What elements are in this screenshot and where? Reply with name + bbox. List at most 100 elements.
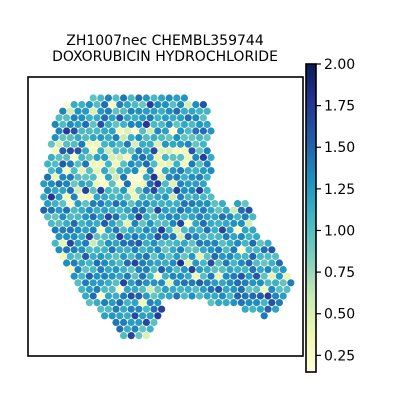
- heatmap-spot: [97, 94, 105, 102]
- heatmap-spot: [169, 206, 177, 214]
- colorbar: [305, 63, 317, 373]
- heatmap-spot: [199, 206, 207, 214]
- heatmap-spot: [101, 246, 109, 254]
- heatmap-spot: [146, 153, 154, 161]
- heatmap-spot: [226, 266, 234, 274]
- heatmap-spot: [177, 127, 185, 135]
- heatmap-spot: [234, 226, 242, 234]
- heatmap-spot: [142, 173, 150, 181]
- heatmap-spot: [165, 200, 173, 208]
- heatmap-spot: [74, 226, 82, 234]
- heatmap-spot: [165, 147, 173, 155]
- heatmap-spot: [97, 226, 105, 234]
- heatmap-spot: [192, 285, 200, 293]
- heatmap-spot: [82, 134, 90, 142]
- heatmap-spot: [101, 140, 109, 148]
- heatmap-spot: [127, 147, 135, 155]
- heatmap-spot: [116, 233, 124, 241]
- heatmap-spot: [74, 186, 82, 194]
- heatmap-spot: [245, 299, 253, 307]
- heatmap-spot: [184, 180, 192, 188]
- heatmap-spot: [177, 140, 185, 148]
- heatmap-spot: [82, 292, 90, 300]
- heatmap-spot: [116, 153, 124, 161]
- heatmap-spot: [180, 200, 188, 208]
- heatmap-spot: [230, 259, 238, 267]
- heatmap-spot: [192, 219, 200, 227]
- heatmap-spot: [241, 252, 249, 260]
- heatmap-spot: [93, 193, 101, 201]
- heatmap-spot: [44, 200, 52, 208]
- heatmap-spot: [63, 206, 71, 214]
- heatmap-spot: [85, 259, 93, 267]
- colorbar-tick-label: 2.00: [324, 57, 355, 73]
- heatmap-spot: [199, 127, 207, 135]
- heatmap-spot: [78, 272, 86, 280]
- heatmap-spot: [180, 120, 188, 128]
- heatmap-spot: [127, 332, 135, 340]
- heatmap-spot: [131, 219, 139, 227]
- heatmap-spot: [237, 219, 245, 227]
- heatmap-spot: [268, 272, 276, 280]
- heatmap-spot: [55, 246, 63, 254]
- heatmap-spot: [249, 213, 257, 221]
- heatmap-spot: [154, 219, 162, 227]
- heatmap-spot: [161, 206, 169, 214]
- heatmap-spot: [108, 233, 116, 241]
- heatmap-spot: [135, 266, 143, 274]
- heatmap-spot: [230, 219, 238, 227]
- heatmap-spot: [154, 127, 162, 135]
- heatmap-spot: [203, 226, 211, 234]
- heatmap-spot: [101, 272, 109, 280]
- heatmap-spot: [169, 259, 177, 267]
- heatmap-spot: [196, 147, 204, 155]
- heatmap-spot: [135, 279, 143, 287]
- heatmap-spot: [116, 246, 124, 254]
- heatmap-spot: [180, 107, 188, 115]
- heatmap-spot: [150, 173, 158, 181]
- heatmap-spot: [85, 206, 93, 214]
- colorbar-tick-label: 1.75: [324, 99, 355, 115]
- heatmap-spot: [97, 107, 105, 115]
- heatmap-spot: [93, 114, 101, 122]
- heatmap-spot: [203, 213, 211, 221]
- heatmap-spot: [199, 272, 207, 280]
- heatmap-spot: [131, 299, 139, 307]
- heatmap-spot: [165, 213, 173, 221]
- heatmap-spot: [127, 94, 135, 102]
- heatmap-spot: [82, 173, 90, 181]
- heatmap-spot: [192, 127, 200, 135]
- heatmap-spot: [131, 101, 139, 109]
- heatmap-spot: [207, 272, 215, 280]
- heatmap-spot: [120, 200, 128, 208]
- heatmap-spot: [93, 206, 101, 214]
- heatmap-spot: [112, 318, 120, 326]
- heatmap-spot: [180, 160, 188, 168]
- heatmap-spot: [264, 252, 272, 260]
- heatmap-spot: [188, 173, 196, 181]
- heatmap-spot: [70, 101, 78, 109]
- heatmap-spot: [161, 285, 169, 293]
- heatmap-spot: [93, 233, 101, 241]
- heatmap-spot: [85, 180, 93, 188]
- heatmap-spot: [104, 292, 112, 300]
- heatmap-spot: [150, 107, 158, 115]
- heatmap-spot: [184, 206, 192, 214]
- heatmap-spot: [127, 160, 135, 168]
- heatmap-spot: [116, 206, 124, 214]
- heatmap-spot: [184, 246, 192, 254]
- heatmap-spot: [241, 279, 249, 287]
- heatmap-spot: [173, 186, 181, 194]
- heatmap-spot: [192, 114, 200, 122]
- heatmap-spot: [245, 259, 253, 267]
- heatmap-spot: [184, 259, 192, 267]
- heatmap-spot: [127, 173, 135, 181]
- heatmap-spot: [104, 266, 112, 274]
- heatmap-spot: [127, 226, 135, 234]
- heatmap-spot: [59, 226, 67, 234]
- heatmap-spot: [93, 180, 101, 188]
- heatmap-spot: [112, 147, 120, 155]
- heatmap-spot: [173, 252, 181, 260]
- heatmap-spot: [127, 213, 135, 221]
- heatmap-spot: [215, 233, 223, 241]
